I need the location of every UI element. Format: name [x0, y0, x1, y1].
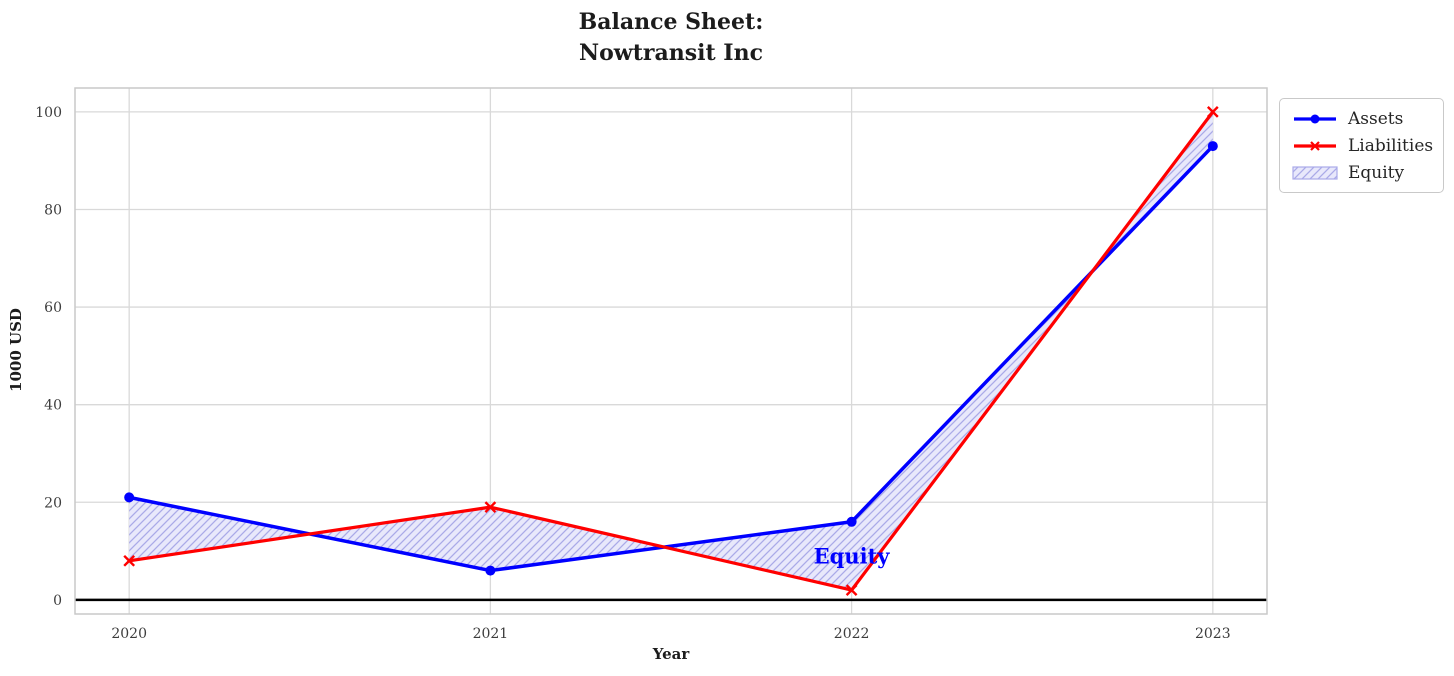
liabilities-marker [484, 501, 497, 513]
x-tick-label: 2022 [834, 626, 870, 642]
legend: Assets Liabilities Equity [1279, 98, 1444, 193]
x-tick-label: 2023 [1195, 626, 1231, 642]
liabilities-marker [123, 554, 136, 567]
liabilities-legend-swatch [1292, 138, 1338, 154]
chart-title: Balance Sheet: Nowtransit Inc [75, 7, 1267, 69]
equity-annotation: Equity [814, 543, 891, 568]
assets-marker [846, 516, 857, 527]
liabilities-swatch-graphic [1294, 140, 1336, 151]
liabilities-marker [845, 584, 858, 596]
y-tick-label: 0 [53, 593, 62, 609]
x-axis-label: Year [652, 645, 690, 663]
legend-item-equity: Equity [1292, 162, 1431, 183]
chart-title-line1: Balance Sheet: [578, 9, 764, 35]
legend-label-equity: Equity [1348, 162, 1405, 183]
chart-title-line2: Nowtransit Inc [579, 40, 763, 66]
y-tick-label: 60 [44, 300, 62, 316]
legend-item-liabilities: Liabilities [1292, 135, 1434, 156]
y-tick-label: 20 [44, 495, 62, 511]
equity-swatch-graphic [1292, 165, 1338, 180]
equity-legend-swatch [1292, 165, 1338, 181]
liabilities-line [127, 110, 1215, 592]
liabilities-marker [1206, 106, 1219, 118]
y-tick-label: 100 [35, 105, 62, 121]
equity-fill-region [129, 111, 1213, 591]
y-tick-label: 80 [44, 202, 62, 218]
y-tick-label: 40 [44, 398, 62, 414]
assets-marker [485, 565, 496, 576]
plot-border [74, 87, 1268, 615]
legend-item-assets: Assets [1292, 108, 1431, 129]
legend-label-liabilities: Liabilities [1348, 135, 1434, 156]
x-tick-label: 2020 [111, 626, 147, 642]
assets-marker [1207, 141, 1218, 152]
legend-label-assets: Assets [1348, 108, 1404, 129]
assets-legend-swatch [1292, 111, 1338, 127]
x-tick-label: 2021 [473, 626, 509, 642]
assets-swatch-graphic [1294, 114, 1336, 123]
assets-marker [124, 492, 135, 503]
